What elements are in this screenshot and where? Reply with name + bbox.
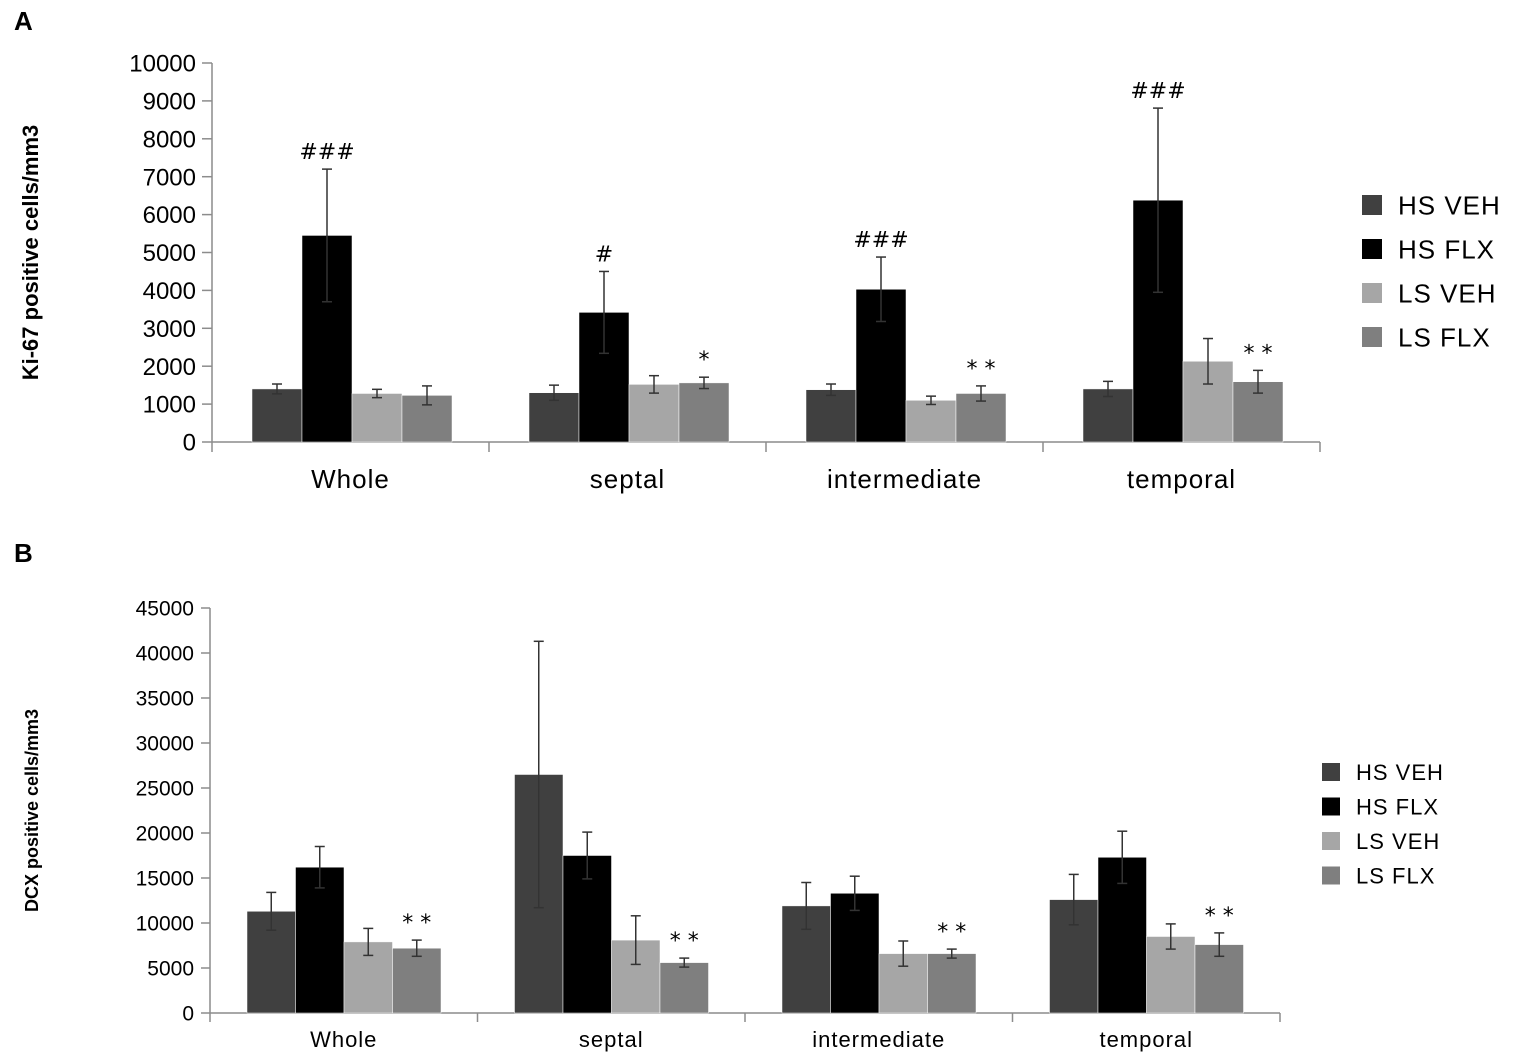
y-tick-label: 8000 <box>143 126 196 153</box>
significance-annotation: * * <box>1244 341 1273 366</box>
y-tick-label: 6000 <box>143 202 196 229</box>
y-tick-label: 20000 <box>136 823 194 846</box>
x-category-label: temporal <box>1099 1027 1193 1052</box>
x-category-label: septal <box>579 1027 644 1052</box>
x-category-label: temporal <box>1127 464 1236 494</box>
y-tick-label: 15000 <box>136 868 194 891</box>
legend-swatch <box>1362 195 1382 215</box>
y-tick-label: 7000 <box>143 164 196 191</box>
panel-label: A <box>14 6 33 36</box>
bar-ls-veh <box>905 400 957 443</box>
y-tick-label: 45000 <box>136 598 194 621</box>
legend-swatch <box>1322 763 1340 781</box>
y-tick-label: 4000 <box>143 278 196 305</box>
x-category-label: septal <box>590 464 665 494</box>
significance-annotation: ### <box>1130 79 1185 104</box>
legend-label: HS FLX <box>1398 234 1495 264</box>
chart-panel-a: A 0 1000 2000 3000 4000 5000 6000 7000 8000 9000 1… <box>0 0 1535 525</box>
chart-panel-b: B 0 5000 10000 15000 20000 25000 30000 35000 400… <box>0 530 1535 1057</box>
y-tick-label: 25000 <box>136 778 194 801</box>
x-category-label: intermediate <box>812 1027 945 1052</box>
y-axis-title: Ki-67 positive cells/mm3 <box>18 125 43 381</box>
legend-swatch <box>1322 832 1340 850</box>
significance-annotation: * * <box>670 929 699 954</box>
bar-hs-flx <box>295 866 345 1014</box>
panel-label: B <box>14 538 33 568</box>
y-tick-label: 35000 <box>136 688 194 711</box>
y-tick-label: 3000 <box>143 316 196 343</box>
x-category-label: intermediate <box>827 464 982 494</box>
bar-ls-flx <box>659 962 709 1014</box>
y-tick-label: 0 <box>183 430 196 457</box>
bar-hs-flx <box>562 855 612 1014</box>
significance-annotation: * * <box>402 911 431 936</box>
ki67-chart: 0 1000 2000 3000 4000 5000 6000 7000 8000 9000 100… <box>18 51 1501 494</box>
legend-label: LS VEH <box>1398 278 1497 308</box>
y-axis-title: DCX positive cells/mm3 <box>22 709 42 912</box>
x-category-label: Whole <box>310 1027 377 1052</box>
legend-label: LS VEH <box>1356 829 1440 854</box>
bar-ls-veh <box>351 393 403 443</box>
legend-swatch <box>1322 797 1340 816</box>
significance-annotation: # <box>595 242 613 267</box>
significance-annotation: * <box>699 348 710 373</box>
x-category-label: Whole <box>311 464 390 494</box>
significance-annotation: * * <box>1205 904 1234 929</box>
legend-label: HS FLX <box>1356 794 1439 819</box>
significance-annotation: ### <box>853 228 908 253</box>
y-tick-label: 5000 <box>147 958 194 981</box>
y-tick-label: 0 <box>182 1003 194 1026</box>
bar-ls-flx <box>392 947 442 1014</box>
bar-hs-veh <box>251 388 303 443</box>
legend-swatch <box>1362 239 1382 259</box>
legend-swatch <box>1322 866 1340 885</box>
y-tick-label: 40000 <box>136 643 194 666</box>
y-tick-label: 2000 <box>143 354 196 381</box>
legend-swatch <box>1362 283 1382 303</box>
bar-hs-veh <box>805 389 857 443</box>
significance-annotation: * * <box>937 920 966 945</box>
y-tick-label: 30000 <box>136 733 194 756</box>
y-tick-label: 10000 <box>136 913 194 936</box>
legend-label: HS VEH <box>1398 190 1501 220</box>
bar-hs-flx <box>830 893 880 1014</box>
y-tick-label: 1000 <box>143 392 196 419</box>
bar-ls-flx <box>927 953 977 1014</box>
y-tick-label: 5000 <box>143 240 196 267</box>
significance-annotation: ### <box>299 140 354 165</box>
legend-label: LS FLX <box>1356 863 1435 888</box>
legend-label: HS VEH <box>1356 760 1444 785</box>
legend-swatch <box>1362 327 1382 347</box>
y-tick-label: 9000 <box>143 89 196 116</box>
bar-ls-veh <box>628 384 680 443</box>
y-tick-label: 10000 <box>129 51 196 78</box>
significance-annotation: * * <box>967 357 996 382</box>
bar-ls-flx <box>678 382 730 443</box>
legend-label: LS FLX <box>1398 322 1491 352</box>
dcx-chart: 0 5000 10000 15000 20000 25000 30000 35000 40000… <box>22 598 1444 1052</box>
